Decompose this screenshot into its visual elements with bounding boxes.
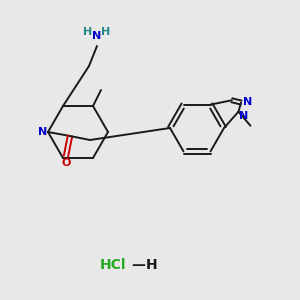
Text: N: N [92,31,102,41]
Text: —: — [131,258,145,272]
Text: HCl: HCl [100,258,126,272]
Text: H: H [101,27,111,37]
Text: H: H [83,27,93,37]
Text: N: N [244,97,253,106]
Text: O: O [61,158,71,168]
Text: H: H [146,258,158,272]
Text: N: N [239,111,248,121]
Text: N: N [38,127,48,137]
